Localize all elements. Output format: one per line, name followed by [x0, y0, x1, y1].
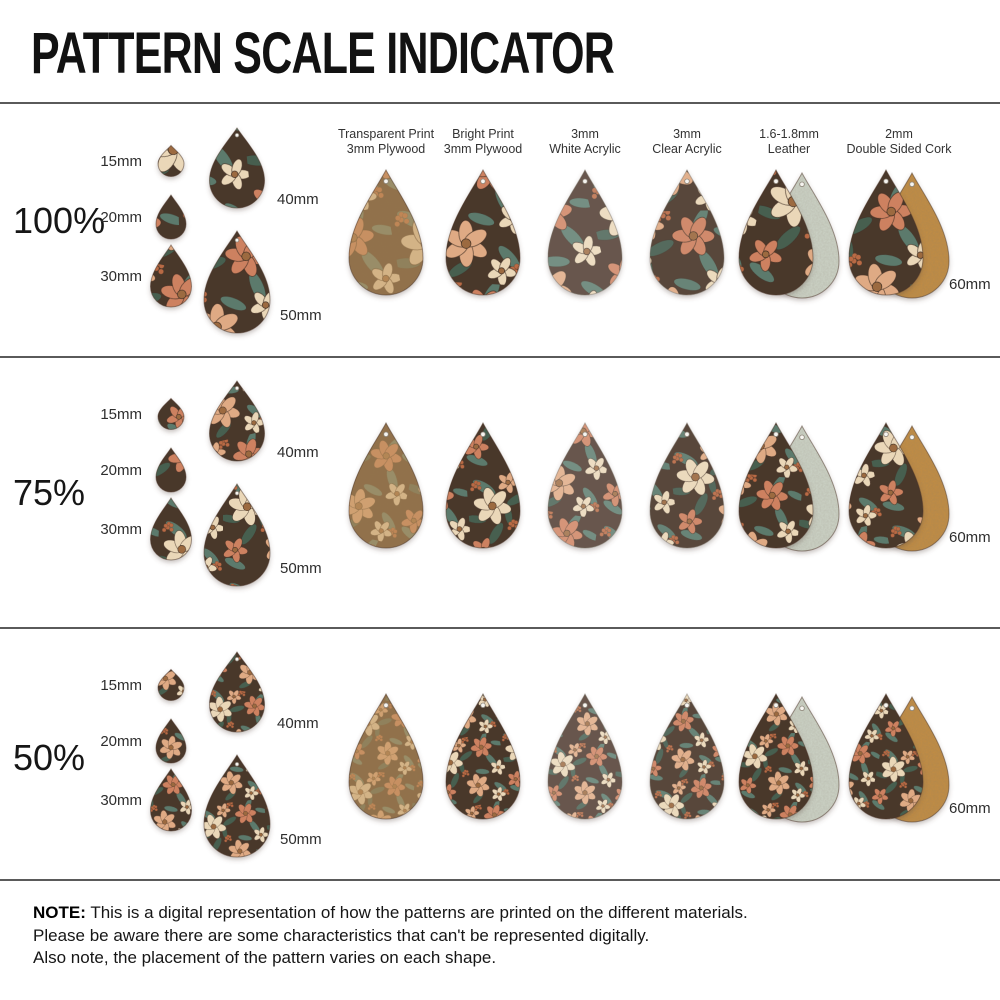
note-line-1: Please be aware there are some character…	[33, 925, 650, 945]
teardrop-50pct-15mm	[157, 668, 185, 701]
figure-area: 100% 15mm 20mm 30mm 40mm 50mm Transparent Prin…	[0, 102, 1000, 881]
hanging-hole	[234, 237, 240, 243]
hanging-hole	[773, 702, 779, 708]
hanging-hole	[582, 431, 588, 437]
size-label-20mm-50: 20mm	[100, 733, 142, 750]
column-header-transparent-plywood-line1: Transparent Print	[338, 127, 435, 141]
hanging-hole	[383, 702, 389, 708]
teardrop-50pct-20mm	[155, 718, 187, 764]
teardrop-75pct-40mm	[208, 380, 266, 462]
hanging-hole	[480, 702, 486, 708]
hanging-hole	[909, 181, 915, 187]
column-header-clear-acrylic-line1: 3mm	[673, 127, 701, 141]
column-header-clear-acrylic-line2: Clear Acrylic	[652, 142, 721, 156]
size-label-30mm-100: 30mm	[100, 268, 142, 285]
column-header-white-acrylic-line2: White Acrylic	[549, 142, 621, 156]
column-header-cork-line1: 2mm	[885, 127, 913, 141]
scale-label-75: 75%	[13, 472, 85, 513]
hanging-hole	[799, 181, 805, 187]
hanging-hole	[773, 431, 779, 437]
teardrop-100pct-bright-plywood	[445, 168, 521, 296]
hanging-hole	[799, 434, 805, 440]
column-header-leather-line1: 1.6-1.8mm	[759, 127, 819, 141]
hanging-hole	[234, 761, 240, 767]
teardrop-100pct-40mm	[208, 127, 266, 209]
column-header-cork-line2: Double Sided Cork	[847, 142, 953, 156]
page-title: PATTERN SCALE INDICATOR	[31, 21, 615, 86]
size-label-30mm-50: 30mm	[100, 792, 142, 809]
teardrop-50pct-50mm	[203, 754, 271, 858]
hanging-hole	[883, 431, 889, 437]
hanging-hole	[684, 431, 690, 437]
hanging-hole	[684, 178, 690, 184]
column-header-bright-plywood-line2: 3mm Plywood	[444, 142, 523, 156]
hanging-hole	[383, 178, 389, 184]
teardrop-100pct-20mm	[155, 194, 187, 240]
scale-label-50: 50%	[13, 737, 85, 778]
teardrop-50pct-40mm	[208, 651, 266, 733]
column-header-white-acrylic-line1: 3mm	[571, 127, 599, 141]
size-label-50mm-50: 50mm	[280, 831, 322, 848]
hanging-hole	[909, 434, 915, 440]
teardrop-100pct-white-acrylic	[547, 168, 623, 296]
teardrop-50pct-30mm	[149, 768, 193, 832]
teardrop-75pct-bright-plywood	[445, 421, 521, 549]
hanging-hole	[383, 431, 389, 437]
hanging-hole	[234, 656, 240, 662]
size-label-40mm-75: 40mm	[277, 444, 319, 461]
hanging-hole	[234, 132, 240, 138]
teardrop-75pct-transparent-plywood	[348, 421, 424, 549]
size-label-20mm-100: 20mm	[100, 209, 142, 226]
size-label-15mm-100: 15mm	[100, 153, 142, 170]
size-label-60mm-50: 60mm	[949, 800, 991, 817]
teardrop-100pct-50mm	[203, 230, 271, 334]
hanging-hole	[883, 702, 889, 708]
scale-label-100: 100%	[13, 200, 105, 241]
hanging-hole	[234, 490, 240, 496]
teardrop-100pct-transparent-plywood	[348, 168, 424, 296]
size-label-40mm-100: 40mm	[277, 191, 319, 208]
column-header-transparent-plywood-line2: 3mm Plywood	[347, 142, 426, 156]
teardrop-50pct-white-acrylic	[547, 692, 623, 820]
teardrop-75pct-30mm	[149, 497, 193, 561]
note-heading: NOTE:	[33, 903, 86, 922]
teardrop-50pct-clear-acrylic	[649, 692, 725, 820]
note: NOTE: This is a digital representation o…	[33, 902, 748, 970]
note-line-2: Also note, the placement of the pattern …	[33, 948, 497, 967]
size-label-60mm-75: 60mm	[949, 529, 991, 546]
column-header-bright-plywood-line1: Bright Print	[452, 127, 514, 141]
teardrop-100pct-clear-acrylic	[649, 168, 725, 296]
teardrop-100pct-15mm	[157, 144, 185, 177]
hanging-hole	[684, 702, 690, 708]
hanging-hole	[480, 431, 486, 437]
hanging-hole	[909, 705, 915, 711]
hanging-hole	[234, 385, 240, 391]
teardrop-100pct-30mm	[149, 244, 193, 308]
note-line-0: This is a digital representation of how …	[90, 903, 748, 922]
size-label-15mm-50: 15mm	[100, 677, 142, 694]
teardrop-75pct-15mm	[157, 397, 185, 430]
size-label-15mm-75: 15mm	[100, 406, 142, 423]
size-label-30mm-75: 30mm	[100, 521, 142, 538]
size-label-40mm-50: 40mm	[277, 715, 319, 732]
hanging-hole	[799, 705, 805, 711]
hanging-hole	[480, 178, 486, 184]
hanging-hole	[582, 178, 588, 184]
teardrop-75pct-clear-acrylic	[649, 421, 725, 549]
hanging-hole	[883, 178, 889, 184]
size-label-20mm-75: 20mm	[100, 462, 142, 479]
teardrop-75pct-50mm	[203, 483, 271, 587]
size-label-60mm-100: 60mm	[949, 276, 991, 293]
hanging-hole	[773, 178, 779, 184]
size-label-50mm-100: 50mm	[280, 307, 322, 324]
column-header-leather-line2: Leather	[768, 142, 810, 156]
hanging-hole	[582, 702, 588, 708]
teardrop-75pct-white-acrylic	[547, 421, 623, 549]
teardrop-50pct-bright-plywood	[445, 692, 521, 820]
teardrop-75pct-20mm	[155, 447, 187, 493]
teardrop-50pct-transparent-plywood	[348, 692, 424, 820]
size-label-50mm-75: 50mm	[280, 560, 322, 577]
